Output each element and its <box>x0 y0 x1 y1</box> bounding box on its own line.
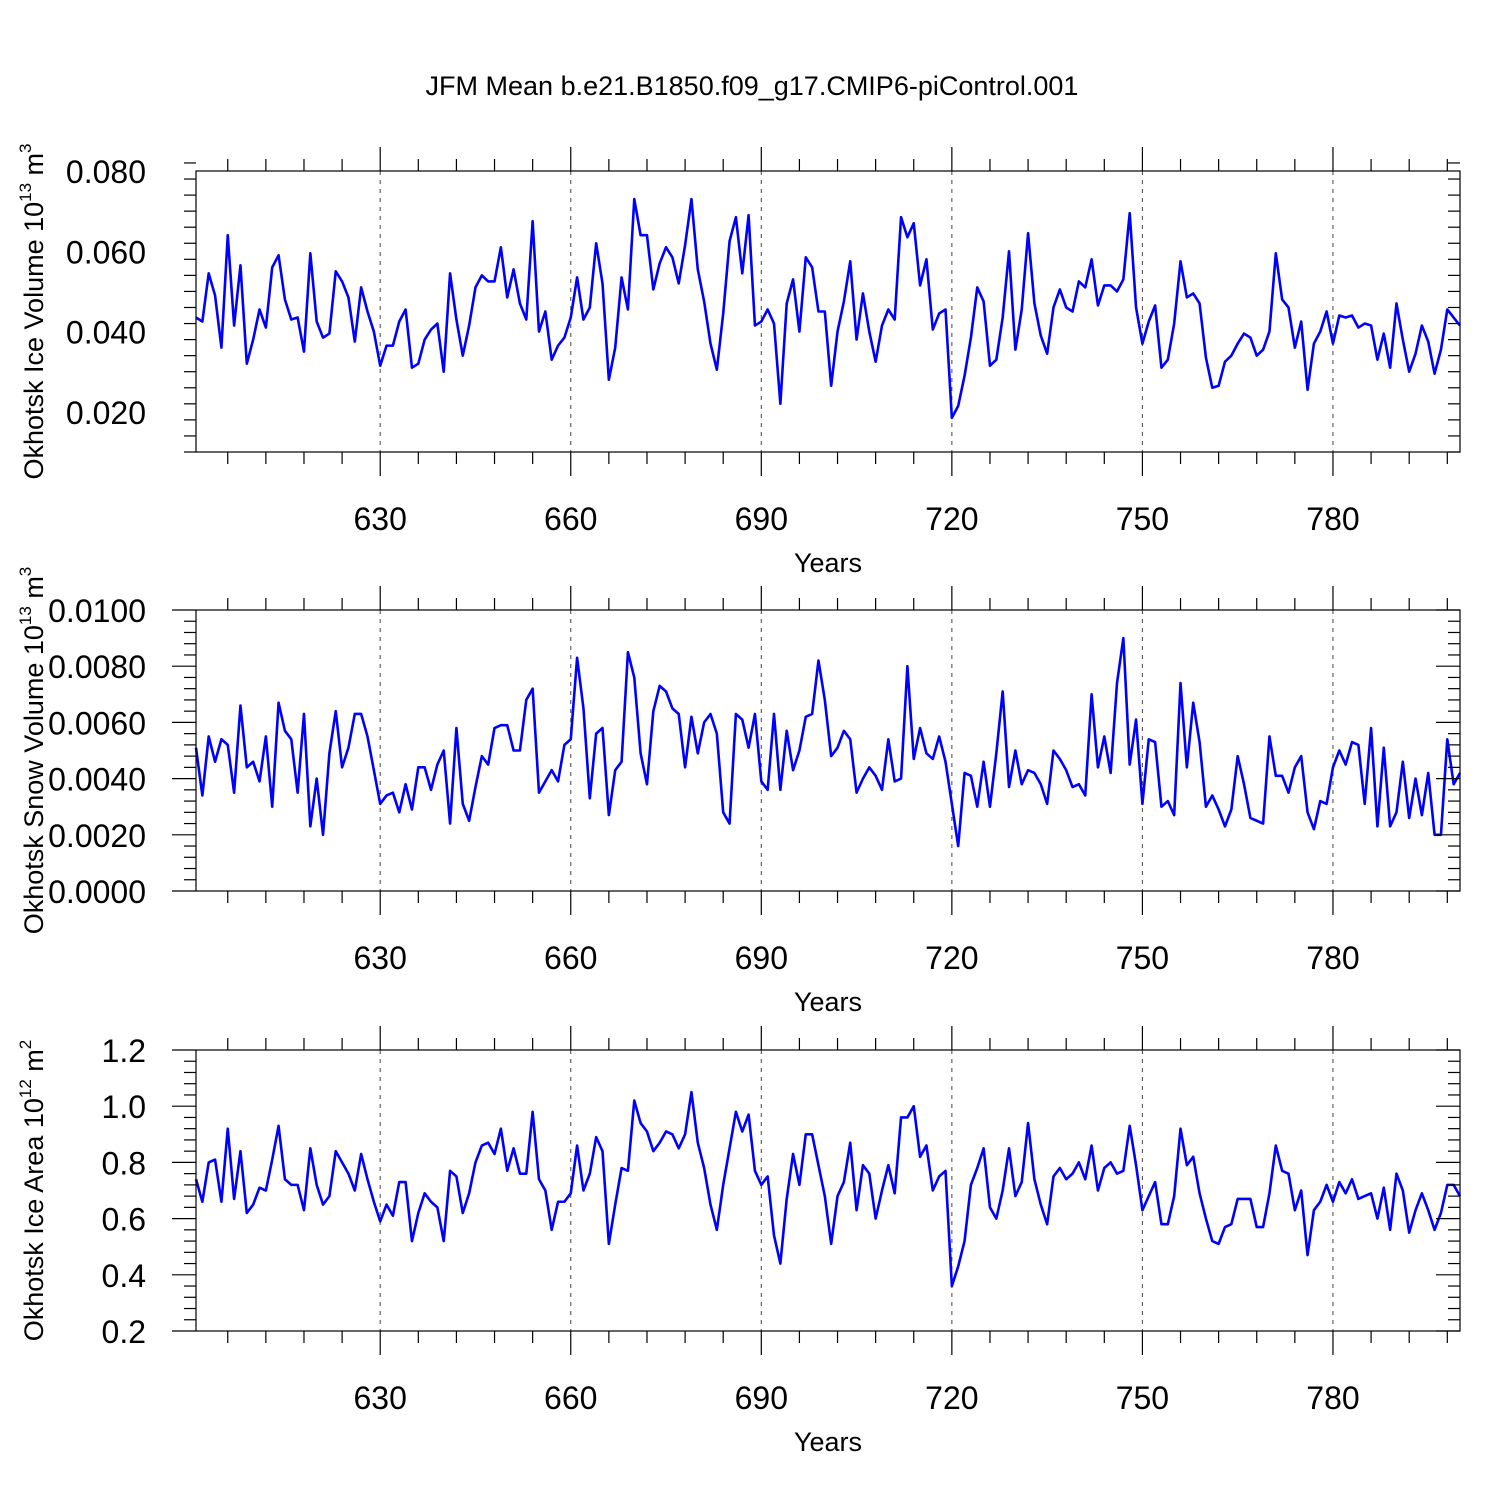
x-tick-label: 720 <box>925 1380 978 1416</box>
x-tick-label: 750 <box>1116 940 1169 976</box>
series-line-ice-volume <box>195 197 1462 420</box>
y-tick-label: 0.0060 <box>48 705 146 741</box>
x-tick-label: 690 <box>735 1380 788 1416</box>
y-axis-title: Okhotsk Ice Area 1012 m2 <box>16 1040 49 1342</box>
y-tick-label: 0.0100 <box>48 593 146 629</box>
y-tick-label: 0.020 <box>66 395 146 431</box>
x-tick-label: 630 <box>354 1380 407 1416</box>
y-tick-label: 0.4 <box>102 1258 146 1294</box>
x-tick-label: 690 <box>735 501 788 537</box>
x-tick-label: 750 <box>1116 501 1169 537</box>
series-line-ice-area <box>194 1090 1462 1288</box>
x-tick-label: 780 <box>1306 1380 1359 1416</box>
y-axis-title-text: Okhotsk Ice Volume 10 <box>19 202 49 480</box>
x-axis-title: Years <box>794 987 862 1017</box>
y-axis-title-text: Okhotsk Snow Volume 10 <box>19 625 49 934</box>
y-tick-label: 1.2 <box>102 1033 146 1069</box>
y-axis-title-unit: m <box>19 1049 49 1079</box>
y-tick-label: 0.060 <box>66 234 146 270</box>
plot-frame <box>195 170 1461 453</box>
x-tick-label: 690 <box>735 940 788 976</box>
y-tick-label: 0.080 <box>66 154 146 190</box>
y-axis-title-unit-exponent: 2 <box>16 1040 35 1049</box>
y-tick-label: 0.6 <box>102 1202 146 1238</box>
plot-frame <box>195 1049 1461 1332</box>
x-tick-label: 660 <box>544 940 597 976</box>
y-tick-label: 0.040 <box>66 315 146 351</box>
y-tick-label: 0.0000 <box>48 874 146 910</box>
series-line-snow-volume <box>194 636 1462 848</box>
y-axis-title-unit: m <box>19 153 49 183</box>
y-axis-title-unit-exponent: 3 <box>16 143 35 152</box>
chart-title: JFM Mean b.e21.B1850.f09_g17.CMIP6-piCon… <box>426 71 1079 101</box>
y-axis-title-exponent: 12 <box>16 1079 35 1098</box>
y-axis-title: Okhotsk Ice Volume 1013 m3 <box>16 143 49 479</box>
x-tick-label: 630 <box>354 501 407 537</box>
x-tick-label: 660 <box>544 1380 597 1416</box>
x-tick-label: 630 <box>354 940 407 976</box>
y-axis-title-exponent: 13 <box>16 606 35 625</box>
y-axis-title: Okhotsk Snow Volume 1013 m3 <box>16 567 49 935</box>
panel-ice-area: 630 660 690 720 750 780 0.2 0.4 0.6 0.8 1.0 1.2 Year… <box>16 1026 1462 1457</box>
x-axis-title: Years <box>794 1427 862 1457</box>
y-axis-title-unit: m <box>19 576 49 606</box>
y-tick-label: 1.0 <box>102 1089 146 1125</box>
y-tick-label: 0.2 <box>102 1314 146 1350</box>
panel-ice-volume: 630 660 690 720 750 780 0.020 0.040 0.060 0.080 Ye… <box>16 143 1462 578</box>
y-axis-title-text: Okhotsk Ice Area 10 <box>19 1098 49 1341</box>
x-tick-label: 660 <box>544 501 597 537</box>
x-axis-title: Years <box>794 548 862 578</box>
y-tick-label: 0.0020 <box>48 818 146 854</box>
plot-frame <box>195 609 1461 892</box>
x-tick-label: 750 <box>1116 1380 1169 1416</box>
y-tick-label: 0.0080 <box>48 649 146 685</box>
x-tick-label: 720 <box>925 940 978 976</box>
panel-snow-volume: 630 660 690 720 750 780 0.0000 0.0020 0.0040 0.00… <box>16 567 1462 1017</box>
x-tick-label: 720 <box>925 501 978 537</box>
y-tick-label: 0.0040 <box>48 762 146 798</box>
y-axis-title-exponent: 13 <box>16 183 35 202</box>
x-tick-label: 780 <box>1306 501 1359 537</box>
x-tick-label: 780 <box>1306 940 1359 976</box>
y-tick-label: 0.8 <box>102 1145 146 1181</box>
y-axis-title-unit-exponent: 3 <box>16 567 35 576</box>
